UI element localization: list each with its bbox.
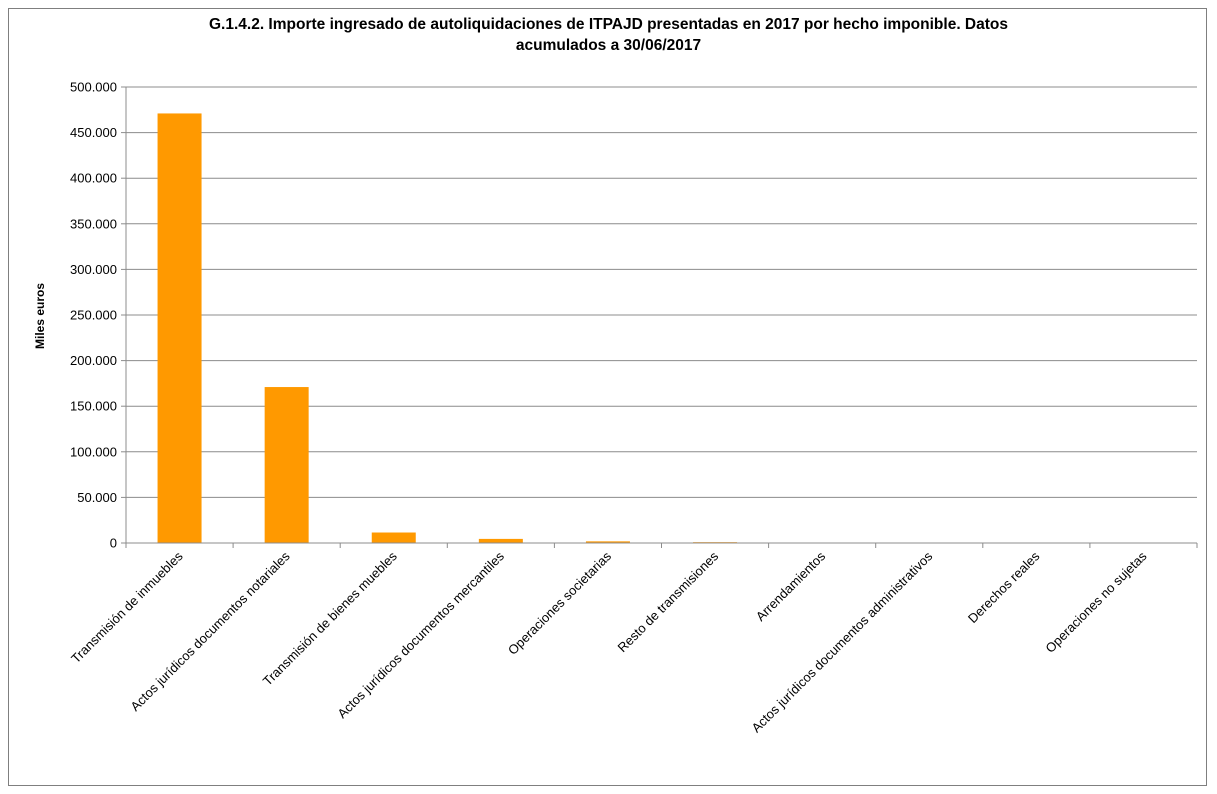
chart-title: G.1.4.2. Importe ingresado de autoliquid… xyxy=(0,14,1217,56)
bar xyxy=(157,113,202,543)
category-label: Operaciones no sujetas xyxy=(1042,548,1150,656)
bar xyxy=(264,387,309,543)
bar xyxy=(478,538,523,543)
category-label: Actos jurídicos documentos mercantiles xyxy=(334,548,507,721)
category-label: Operaciones societarias xyxy=(505,548,615,658)
category-label: Resto de transmisiones xyxy=(615,548,722,655)
category-labels: Transmisión de inmuebles Actos jurídicos … xyxy=(68,548,1150,735)
y-tick-label: 500.000 xyxy=(70,80,117,95)
y-tick-label: 450.000 xyxy=(70,125,117,140)
bar xyxy=(371,532,416,543)
y-tick-label: 250.000 xyxy=(70,308,117,323)
y-tick-label: 400.000 xyxy=(70,171,117,186)
category-label: Arrendamientos xyxy=(753,548,829,624)
chart-frame xyxy=(8,8,1207,786)
y-tick-label: 200.000 xyxy=(70,353,117,368)
y-tick-label: 0 xyxy=(110,536,117,551)
y-tick-labels: 0 50.000 100.000 150.000 200.000 250.000 300.0… xyxy=(70,80,117,551)
category-label: Transmisión de inmuebles xyxy=(68,548,186,666)
y-tick-label: 50.000 xyxy=(77,490,117,505)
bars xyxy=(157,113,1166,543)
y-tick-label: 350.000 xyxy=(70,216,117,231)
y-tick-label: 300.000 xyxy=(70,262,117,277)
category-label: Actos jurídicos documentos administrativ… xyxy=(748,548,935,735)
axes xyxy=(125,87,1197,544)
y-tick-label: 100.000 xyxy=(70,444,117,459)
chart-title-line-2: acumulados a 30/06/2017 xyxy=(515,37,702,54)
bar xyxy=(585,541,630,543)
category-label: Derechos reales xyxy=(965,548,1043,626)
chart-title-line-1: G.1.4.2. Importe ingresado de autoliquid… xyxy=(208,16,1008,33)
y-tick-label: 150.000 xyxy=(70,399,117,414)
y-axis-label: Miles euros xyxy=(33,283,47,349)
